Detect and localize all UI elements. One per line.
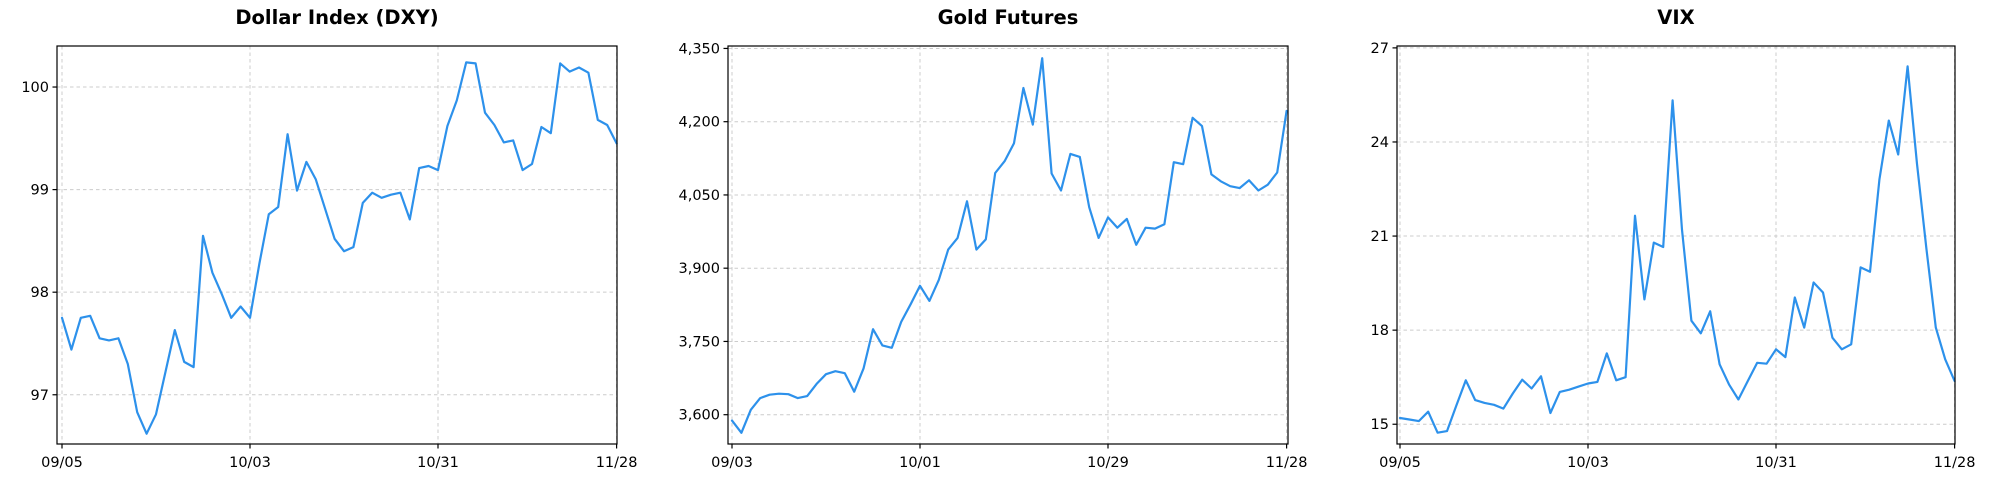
chart-title-vix: VIX bbox=[1657, 6, 1695, 29]
y-tick-label: 4,350 bbox=[678, 41, 720, 57]
x-tick-label: 10/01 bbox=[899, 455, 941, 471]
gold-plot-svg: 09/03 10/01 10/29 11/28 3,600 3,750 3,900 4,050… bbox=[678, 41, 1308, 471]
x-tick-label: 09/03 bbox=[711, 455, 753, 471]
y-tick-label: 99 bbox=[31, 183, 49, 199]
y-tick-label: 21 bbox=[1371, 229, 1389, 245]
y-tick-label: 3,600 bbox=[678, 408, 720, 424]
dxy-plot-svg: 09/05 10/03 10/31 11/28 97 98 99 100 bbox=[21, 45, 638, 471]
y-tick-label: 24 bbox=[1371, 135, 1389, 151]
x-tick-label: 09/05 bbox=[41, 455, 83, 471]
x-tick-label: 11/28 bbox=[1934, 455, 1976, 471]
y-tick-label: 4,200 bbox=[678, 115, 720, 131]
chart-vix: VIX 09/05 10/03 10/31 11/28 15 18 21 24 27 bbox=[1326, 0, 1989, 490]
x-tick-label: 09/05 bbox=[1379, 455, 1421, 471]
x-tick-label: 10/03 bbox=[1567, 455, 1609, 471]
x-tick-label: 10/29 bbox=[1087, 455, 1129, 471]
chart-title-gold: Gold Futures bbox=[937, 6, 1079, 29]
y-tick-label: 3,750 bbox=[678, 334, 720, 350]
y-tick-label: 27 bbox=[1371, 41, 1389, 57]
y-tick-label: 18 bbox=[1371, 323, 1389, 339]
chart-title-dxy: Dollar Index (DXY) bbox=[235, 6, 439, 29]
x-tick-label: 10/31 bbox=[1755, 455, 1797, 471]
y-tick-label: 3,900 bbox=[678, 261, 720, 277]
x-tick-label: 11/28 bbox=[596, 455, 638, 471]
chart-gold: Gold Futures 09/03 10/01 10/29 11/28 3,600 3,… bbox=[663, 0, 1326, 490]
y-tick-label: 98 bbox=[31, 285, 49, 301]
y-tick-label: 4,050 bbox=[678, 188, 720, 204]
y-tick-label: 97 bbox=[31, 388, 49, 404]
x-tick-label: 10/31 bbox=[417, 455, 459, 471]
vix-plot-svg: 09/05 10/03 10/31 11/28 15 18 21 24 27 bbox=[1371, 41, 1976, 471]
x-tick-label: 11/28 bbox=[1266, 455, 1308, 471]
y-tick-label: 100 bbox=[21, 80, 49, 96]
chart-dxy: Dollar Index (DXY) 09/05 10/03 10/31 11/28 9… bbox=[0, 0, 663, 490]
y-tick-label: 15 bbox=[1371, 417, 1389, 433]
x-tick-label: 10/03 bbox=[229, 455, 271, 471]
